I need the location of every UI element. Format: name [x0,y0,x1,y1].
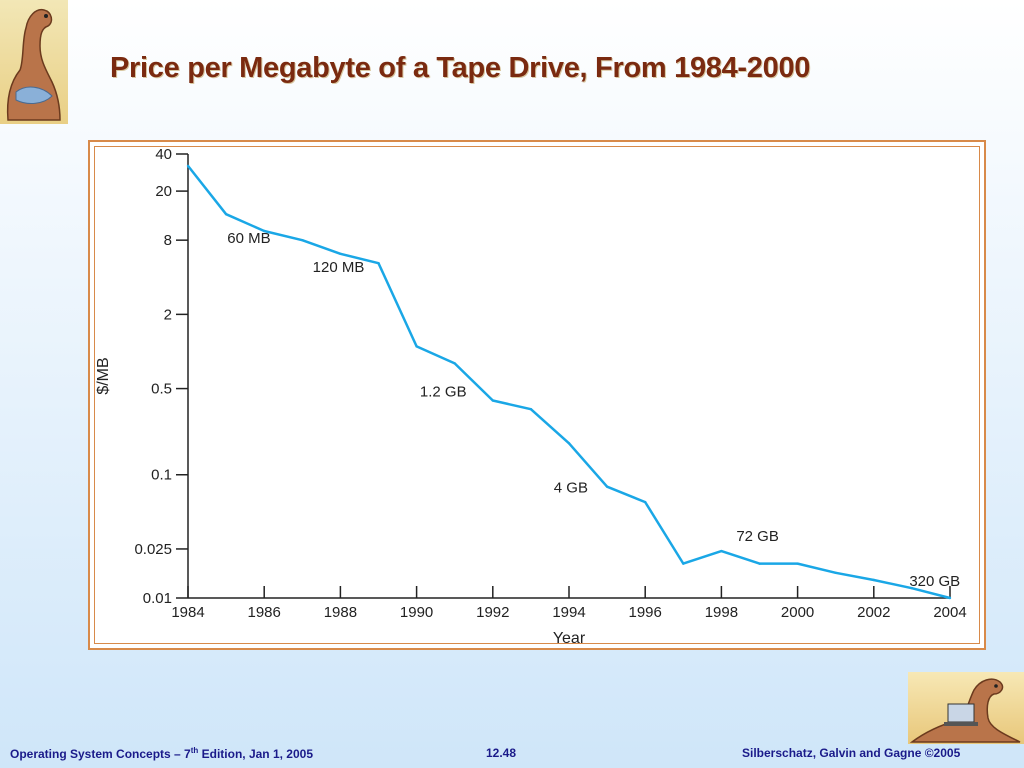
y-tick-label: 8 [164,232,172,249]
y-axis-label: $/MB [95,357,112,394]
x-axis: 1984 1986 1988 1990 1992 1994 1996 1998 2000 2002… [171,586,967,621]
x-tick-label: 1986 [248,604,281,621]
dinosaur-laptop-icon [909,678,1021,743]
slide-title: Price per Megabyte of a Tape Drive, From… [110,52,811,84]
data-point [720,549,723,553]
footer-book-sup: th [190,746,199,755]
dinosaur-logo-top [0,0,68,124]
data-point [453,362,456,365]
data-point [910,587,914,590]
data-point [186,164,190,168]
x-tick-label: 2000 [781,604,814,621]
y-tick-label: 0.025 [134,541,172,558]
data-point [948,596,952,600]
data-point [377,262,380,265]
dinosaur-logo-bottom [908,672,1024,744]
data-point [796,562,799,565]
capacity-annotation: 120 MB [313,259,365,276]
y-tick-label: 40 [155,146,172,163]
capacity-annotation: 72 GB [736,528,779,545]
data-point [339,252,342,256]
x-tick-label: 1998 [705,604,738,621]
footer-copyright: Silberschatz, Galvin and Gagne ©2005 [742,746,961,760]
data-point [644,500,647,504]
x-tick-label: 1994 [552,604,585,621]
data-point [682,562,685,565]
footer-page-number: 12.48 [486,746,517,760]
data-point [415,345,418,348]
footer-left: Operating System Concepts – 7th Edition,… [10,746,313,761]
x-tick-label: 2002 [857,604,890,621]
capacity-annotation: 60 MB [227,230,270,247]
y-tick-label: 0.1 [151,467,172,484]
chart-frame [88,140,986,650]
footer-book-title: Operating System Concepts – 7 [10,747,191,761]
data-point [529,408,533,411]
dinosaur-icon [6,8,61,121]
chart-frame-inner [94,146,980,644]
x-tick-label: 1990 [400,604,433,621]
series-line [187,165,951,600]
data-point [263,229,266,233]
data-point [491,399,494,402]
y-axis: 40 20 8 2 0.5 0.1 0.025 0.01 [134,146,189,607]
data-point [834,571,837,575]
footer-edition: Edition, Jan 1, 2005 [198,747,314,761]
data-point [224,212,228,216]
data-point [872,578,875,582]
x-tick-label: 1992 [476,604,509,621]
series-group [186,164,952,600]
capacity-annotation: 1.2 GB [420,384,467,401]
data-point [567,442,571,445]
data-point [758,562,761,565]
y-tick-label: 20 [155,183,172,200]
y-tick-label: 2 [164,306,172,323]
data-point [605,485,609,488]
x-tick-label: 1984 [171,604,204,621]
x-tick-label: 1996 [629,604,662,621]
capacity-annotation: 4 GB [554,479,588,496]
y-tick-label: 0.5 [151,381,172,398]
data-point [301,238,304,242]
x-tick-label: 2004 [933,604,966,621]
x-tick-label: 1988 [324,604,357,621]
annotations-group: 60 MB 120 MB 1.2 GB 4 GB 72 GB 320 GB [227,230,960,590]
y-tick-label: 0.01 [143,590,172,607]
x-axis-label: Year [553,630,586,647]
capacity-annotation: 320 GB [909,573,960,590]
